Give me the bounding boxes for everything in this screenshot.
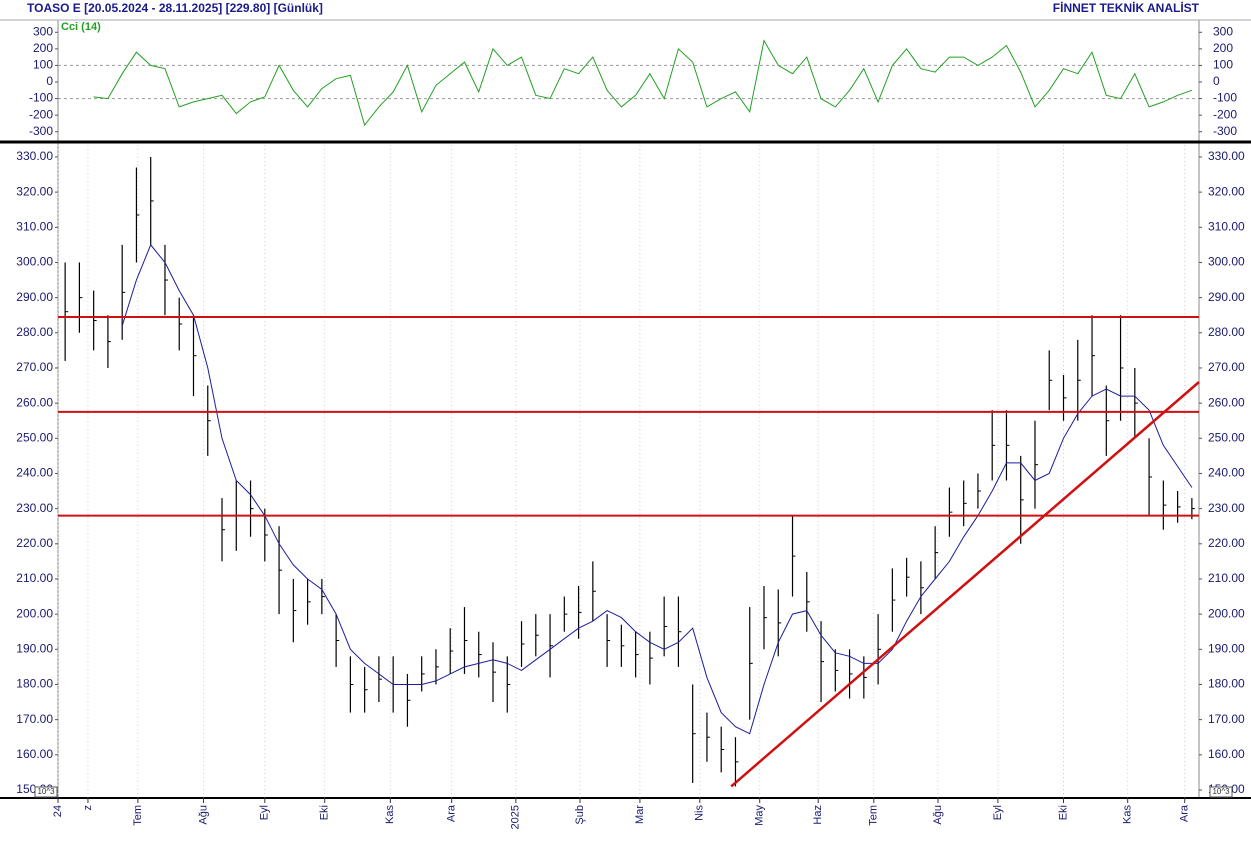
x-tick-label: Kas [1122, 805, 1134, 824]
y-tick-label: 260.00 [16, 395, 53, 409]
y-tick-label: 180.00 [16, 677, 53, 691]
y-tick-label: 0 [46, 74, 53, 88]
y-tick-label: 230.00 [16, 501, 53, 515]
unit-label: 10^3 [1212, 787, 1230, 796]
unit-label: 10^3 [37, 787, 55, 796]
y-tick-label: -200 [29, 107, 53, 121]
x-tick-label: 2025 [510, 805, 522, 829]
y-tick-label: 160.00 [16, 747, 53, 761]
y-tick-label: -300 [1213, 124, 1237, 138]
y-tick-label: 170.00 [16, 712, 53, 726]
y-tick-label: 320.00 [16, 184, 53, 198]
cci-line [93, 39, 1193, 127]
y-tick-label: 100 [1213, 58, 1233, 72]
y-tick-label: 300.00 [16, 255, 53, 269]
x-tick-label: Haz [812, 805, 824, 825]
y-tick-label: 250.00 [1208, 430, 1245, 444]
y-tick-label: 270.00 [1208, 360, 1245, 374]
y-tick-label: 280.00 [16, 325, 53, 339]
y-tick-label: 300 [33, 24, 53, 38]
x-tick-label: Eki [319, 805, 331, 820]
x-tick-label: Tem [132, 805, 144, 826]
moving-average [121, 243, 1193, 735]
y-tick-label: 240.00 [16, 466, 53, 480]
y-tick-label: 260.00 [1208, 395, 1245, 409]
y-tick-label: 220.00 [1208, 536, 1245, 550]
y-tick-label: 190.00 [1208, 641, 1245, 655]
x-tick-label: Eyl [992, 805, 1004, 820]
y-tick-label: 290.00 [16, 290, 53, 304]
y-tick-label: 300 [1213, 24, 1233, 38]
x-tick-label: z [82, 805, 94, 811]
y-tick-label: 230.00 [1208, 501, 1245, 515]
y-tick-label: 250.00 [16, 430, 53, 444]
y-tick-label: 290.00 [1208, 290, 1245, 304]
trend-line [730, 381, 1200, 788]
unit-box [34, 786, 58, 798]
x-tick-label: Mar [634, 805, 646, 824]
y-tick-label: 0 [1213, 74, 1220, 88]
y-tick-label: 190.00 [16, 641, 53, 655]
x-tick-label: Ara [446, 804, 458, 822]
y-tick-label: 320.00 [1208, 184, 1245, 198]
x-tick-label: Şub [574, 805, 586, 825]
y-tick-label: -100 [1213, 91, 1237, 105]
brand: FİNNET TEKNİK ANALİST [1053, 0, 1200, 15]
y-tick-label: 180.00 [1208, 677, 1245, 691]
y-tick-label: 170.00 [1208, 712, 1245, 726]
y-tick-label: 210.00 [16, 571, 53, 585]
x-tick-label: Nis [694, 805, 706, 821]
x-tick-label: Ağu [932, 805, 944, 825]
unit-box [1209, 786, 1233, 798]
y-tick-label: 200 [33, 41, 53, 55]
y-tick-label: -100 [29, 91, 53, 105]
x-tick-label: Kas [384, 805, 396, 824]
x-tick-label: 24 [52, 805, 64, 817]
y-tick-label: -200 [1213, 107, 1237, 121]
y-tick-label: 240.00 [1208, 466, 1245, 480]
y-tick-label: 200.00 [16, 606, 53, 620]
x-tick-label: May [754, 805, 766, 826]
y-tick-label: 270.00 [16, 360, 53, 374]
y-tick-label: 200 [1213, 41, 1233, 55]
y-tick-label: 300.00 [1208, 255, 1245, 269]
y-tick-label: -300 [29, 124, 53, 138]
x-tick-label: Ara [1179, 804, 1191, 822]
y-tick-label: 100 [33, 58, 53, 72]
y-tick-label: 220.00 [16, 536, 53, 550]
y-tick-label: 210.00 [1208, 571, 1245, 585]
chart-title: TOASO E [20.05.2024 - 28.11.2025] [229.8… [27, 1, 323, 15]
x-tick-label: Eyl [259, 805, 271, 820]
x-tick-label: Tem [868, 805, 880, 826]
y-tick-label: 160.00 [1208, 747, 1245, 761]
y-tick-label: 280.00 [1208, 325, 1245, 339]
y-tick-label: 200.00 [1208, 606, 1245, 620]
y-tick-label: 330.00 [1208, 149, 1245, 163]
x-tick-label: Eki [1057, 805, 1069, 820]
x-tick-label: Ağu [197, 805, 209, 825]
indicator-label: Cci (14) [61, 21, 101, 33]
y-tick-label: 310.00 [1208, 219, 1245, 233]
y-tick-label: 330.00 [16, 149, 53, 163]
y-tick-label: 310.00 [16, 219, 53, 233]
